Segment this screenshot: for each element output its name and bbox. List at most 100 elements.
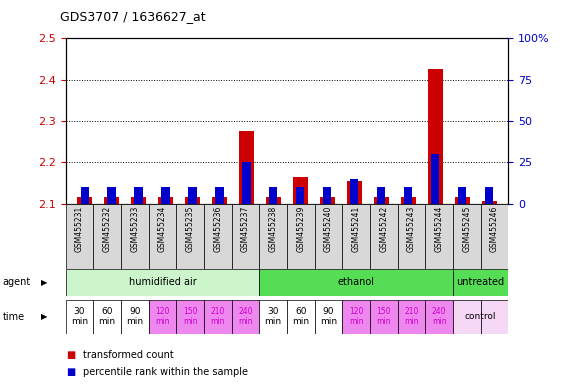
Text: GSM455244: GSM455244 xyxy=(435,205,444,252)
Text: ▶: ▶ xyxy=(41,312,47,321)
Bar xyxy=(212,197,227,204)
Bar xyxy=(370,300,397,334)
Bar xyxy=(481,204,508,269)
Bar xyxy=(148,300,176,334)
Bar xyxy=(401,197,416,204)
Text: 90
min: 90 min xyxy=(320,307,337,326)
Bar xyxy=(259,269,453,296)
Bar xyxy=(370,204,397,269)
Bar xyxy=(188,187,196,204)
Text: 90
min: 90 min xyxy=(126,307,143,326)
Text: 210
min: 210 min xyxy=(404,307,419,326)
Bar xyxy=(185,197,200,204)
Bar xyxy=(121,300,148,334)
Text: 150
min: 150 min xyxy=(376,307,391,326)
Text: transformed count: transformed count xyxy=(83,350,174,360)
Bar xyxy=(131,197,146,204)
Bar xyxy=(482,202,497,204)
Text: 30
min: 30 min xyxy=(71,307,88,326)
Bar xyxy=(176,204,204,269)
Bar xyxy=(485,187,493,204)
Bar xyxy=(397,300,425,334)
Bar xyxy=(425,300,453,334)
Bar xyxy=(459,187,467,204)
Bar xyxy=(270,187,278,204)
Bar xyxy=(259,204,287,269)
Text: ■: ■ xyxy=(66,350,75,360)
Bar xyxy=(296,187,304,204)
Text: 60
min: 60 min xyxy=(99,307,116,326)
Text: 240
min: 240 min xyxy=(432,307,447,326)
Text: 120
min: 120 min xyxy=(349,307,363,326)
Text: ethanol: ethanol xyxy=(337,277,375,287)
Bar xyxy=(320,197,335,204)
Text: 240
min: 240 min xyxy=(238,307,253,326)
Bar xyxy=(428,70,443,204)
Text: agent: agent xyxy=(3,277,31,287)
Bar xyxy=(377,187,385,204)
Bar xyxy=(162,187,170,204)
Bar xyxy=(232,300,259,334)
Bar xyxy=(315,300,342,334)
Text: GSM455240: GSM455240 xyxy=(324,205,333,252)
Bar xyxy=(323,187,331,204)
Bar xyxy=(243,162,251,204)
Text: 210
min: 210 min xyxy=(211,307,225,326)
Bar xyxy=(431,154,439,204)
Bar xyxy=(232,204,259,269)
Text: GSM455242: GSM455242 xyxy=(379,205,388,252)
Text: 120
min: 120 min xyxy=(155,307,170,326)
Text: ▶: ▶ xyxy=(41,278,47,287)
Text: GSM455234: GSM455234 xyxy=(158,205,167,252)
Bar xyxy=(342,204,370,269)
Bar xyxy=(81,187,89,204)
Bar xyxy=(455,197,470,204)
Bar xyxy=(107,187,115,204)
Bar xyxy=(453,300,481,334)
Text: time: time xyxy=(3,312,25,322)
Bar xyxy=(176,300,204,334)
Text: GDS3707 / 1636627_at: GDS3707 / 1636627_at xyxy=(60,10,206,23)
Text: untreated: untreated xyxy=(456,277,505,287)
Bar xyxy=(93,204,121,269)
Bar xyxy=(266,197,281,204)
Bar xyxy=(204,204,232,269)
Text: control: control xyxy=(465,312,496,321)
Text: GSM455245: GSM455245 xyxy=(462,205,471,252)
Bar xyxy=(66,269,259,296)
Bar xyxy=(397,204,425,269)
Text: GSM455231: GSM455231 xyxy=(75,205,84,252)
Bar xyxy=(481,300,508,334)
Text: GSM455233: GSM455233 xyxy=(130,205,139,252)
Text: GSM455243: GSM455243 xyxy=(407,205,416,252)
Bar xyxy=(453,204,481,269)
Text: GSM455237: GSM455237 xyxy=(241,205,250,252)
Bar xyxy=(215,187,223,204)
Text: GSM455239: GSM455239 xyxy=(296,205,305,252)
Text: GSM455236: GSM455236 xyxy=(214,205,222,252)
Bar xyxy=(404,187,412,204)
Text: GSM455241: GSM455241 xyxy=(352,205,360,252)
Text: percentile rank within the sample: percentile rank within the sample xyxy=(83,367,248,377)
Bar xyxy=(287,204,315,269)
Bar xyxy=(148,204,176,269)
Bar xyxy=(315,204,342,269)
Text: 150
min: 150 min xyxy=(183,307,198,326)
Text: humidified air: humidified air xyxy=(128,277,196,287)
Text: 60
min: 60 min xyxy=(292,307,309,326)
Text: GSM455238: GSM455238 xyxy=(268,205,278,252)
Bar xyxy=(425,204,453,269)
Bar xyxy=(287,300,315,334)
Bar xyxy=(158,197,173,204)
Bar xyxy=(374,197,389,204)
Bar xyxy=(77,197,92,204)
Bar xyxy=(104,197,119,204)
Text: GSM455246: GSM455246 xyxy=(490,205,499,252)
Bar xyxy=(239,131,254,204)
Bar xyxy=(93,300,121,334)
Text: ■: ■ xyxy=(66,367,75,377)
Text: GSM455232: GSM455232 xyxy=(103,205,112,252)
Bar xyxy=(135,187,143,204)
Text: 30
min: 30 min xyxy=(264,307,282,326)
Bar xyxy=(347,181,362,204)
